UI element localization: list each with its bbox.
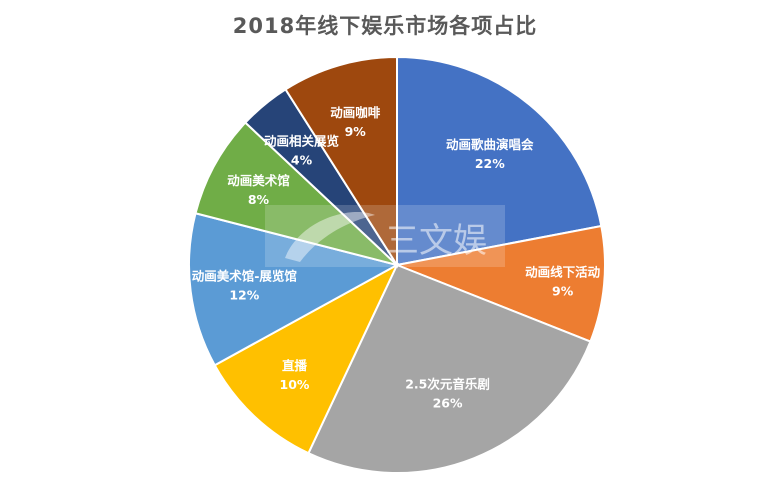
slice-label-4: 动画美术馆-展览馆	[192, 268, 297, 283]
watermark-logo: 三文娱	[265, 205, 505, 267]
slice-value-label-7: 9%	[345, 124, 367, 139]
slice-label-3: 直播	[282, 358, 308, 373]
pie-slices	[188, 55, 606, 474]
watermark-text: 三文娱	[385, 221, 487, 261]
slice-label-5: 动画美术馆	[227, 173, 290, 188]
slice-label-7: 动画咖啡	[330, 105, 381, 120]
pie-slice-5	[194, 121, 398, 266]
slice-value-label-5: 8%	[248, 192, 270, 207]
slice-label-0: 动画歌曲演唱会	[446, 137, 534, 152]
pie-slice-2	[307, 263, 592, 474]
pie-slice-1	[393, 224, 606, 343]
slice-label-2: 2.5次元音乐剧	[405, 377, 490, 392]
slice-value-label-0: 22%	[475, 156, 505, 171]
slice-value-label-2: 26%	[433, 396, 463, 411]
pie-slice-4	[188, 212, 400, 367]
slice-label-6: 动画相关展览	[264, 134, 339, 149]
data-labels: 动画歌曲演唱会 22% 动画线下活动 9% 2.5次元音乐剧 26% 直播 10% 动画美术馆-…	[192, 105, 601, 410]
watermark-swoosh-icon	[285, 211, 375, 262]
slice-value-label-3: 10%	[280, 377, 310, 392]
slice-value-label-6: 4%	[291, 153, 313, 168]
pie-slice-0	[396, 55, 603, 267]
pie-slice-3	[213, 262, 400, 455]
slice-label-1: 动画线下活动	[525, 265, 601, 280]
pie-slice-7	[284, 55, 398, 269]
slice-value-label-4: 12%	[229, 287, 259, 302]
watermark-backdrop	[265, 205, 505, 267]
slice-value-label-1: 9%	[552, 284, 574, 299]
chart-title: 2018年线下娱乐市场各项占比	[232, 14, 538, 38]
